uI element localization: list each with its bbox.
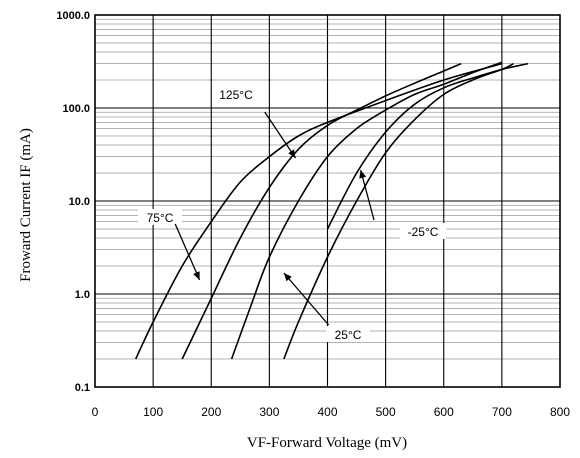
annotation-arrow [264,111,297,159]
x-tick-label: 200 [201,405,221,419]
y-tick-label: 1.0 [75,289,90,301]
y-tick-label: 1000.0 [56,10,90,22]
series-curves [134,61,529,360]
y-tick-label: 0.1 [75,382,90,394]
arrowhead-icon [359,170,367,179]
series-line-25c [230,61,503,360]
y-tick-labels: 0.1 1.0 10.0 100.0 1000.0 [56,10,90,394]
annotation-label: -25°C [408,225,439,239]
x-tick-label: 700 [492,405,512,419]
annotation-label-background [326,326,370,342]
annotation-arrow [283,272,330,326]
x-tick-label: 0 [92,405,99,419]
annotation-arrow [174,223,201,281]
x-tick-label: 400 [317,405,337,419]
y-tick-label: 100.0 [62,103,90,115]
arrowhead-icon [283,273,292,282]
y-tick-label: 10.0 [69,196,90,208]
annotation-label: 125°C [219,88,253,102]
annotation-label-background [400,223,446,239]
plot-frame [94,14,561,388]
x-tick-label: 100 [143,405,163,419]
annotations: 125°C 75°C -25°C 25°C [138,86,446,342]
y-axis-title: Froward Current IF (mA) [18,128,34,282]
x-tick-label: 500 [376,405,396,419]
x-tick-label: 600 [434,405,454,419]
series-line--25c [326,62,529,230]
grid [95,15,560,387]
series-line-125c [181,62,462,360]
arrowhead-icon [193,271,200,280]
annotation-label: 25°C [335,328,362,342]
annotation-arrow [360,169,375,221]
x-tick-label: 800 [550,405,570,419]
x-tick-label: 300 [259,405,279,419]
series-line-75c [134,62,503,360]
x-axis-title: VF-Forward Voltage (mV) [247,435,407,451]
annotation-label: 75°C [147,211,174,225]
annotation-label-background [138,209,182,225]
series-line-unlabeled [283,62,514,360]
annotation-label-background [213,86,259,102]
x-tick-labels: 0 100 200 300 400 500 600 700 800 [92,405,571,419]
arrowhead-icon [288,149,296,158]
